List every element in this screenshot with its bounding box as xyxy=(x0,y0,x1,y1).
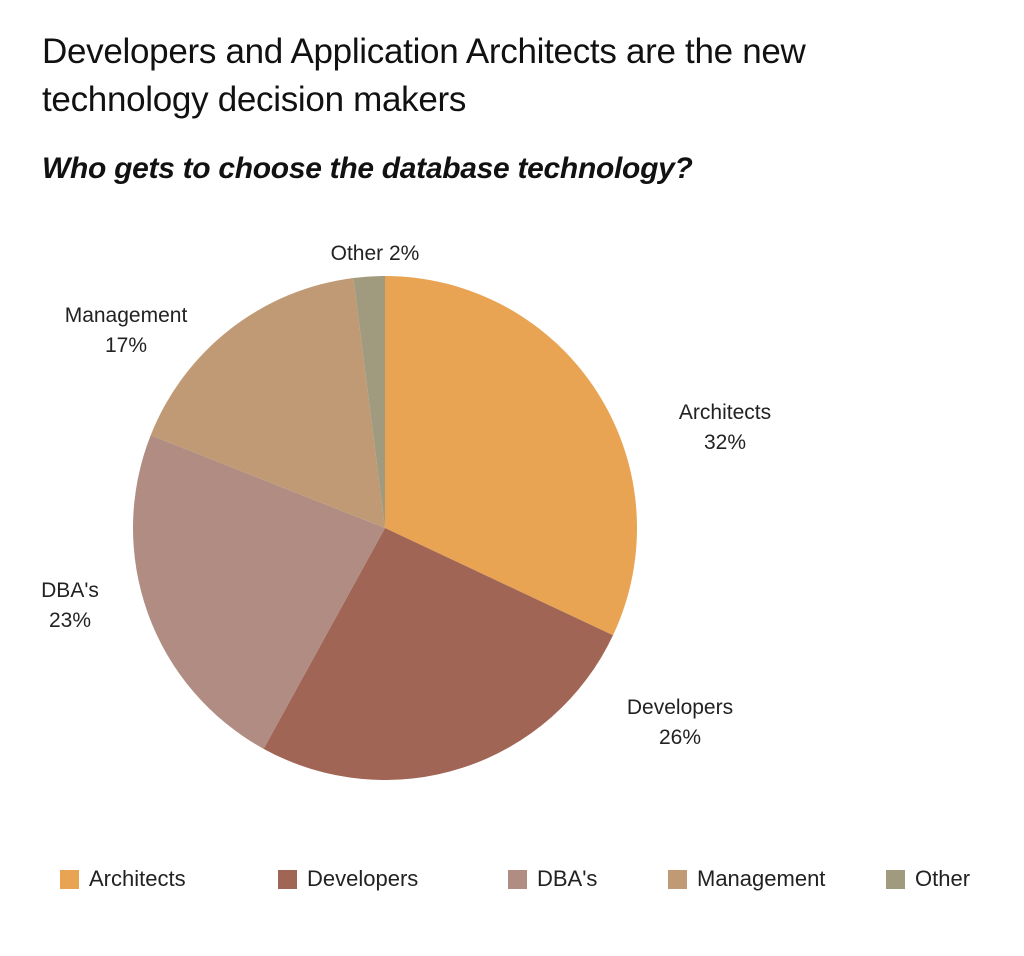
slice-value: 26% xyxy=(658,726,702,749)
slice-value: 23% xyxy=(48,609,92,632)
pie-slice-management xyxy=(150,277,385,528)
legend-label: DBA's xyxy=(537,866,598,891)
legend-label: Management xyxy=(697,866,826,891)
label-architects: Architects 32% xyxy=(650,398,800,458)
slice-value: 32% xyxy=(703,431,747,454)
pie-slice-developers xyxy=(263,528,614,781)
legend-label: Other xyxy=(915,866,971,891)
chart-subtitle: Who gets to choose the database technolo… xyxy=(42,152,693,185)
slice-label: DBA's xyxy=(41,579,99,602)
legend-swatch xyxy=(278,869,297,889)
pie-slice-dbas xyxy=(132,435,385,749)
slice-label: Architects xyxy=(678,401,772,424)
slice-value: 17% xyxy=(104,334,148,357)
slice-label: Management xyxy=(64,304,188,327)
legend-swatch xyxy=(886,869,905,889)
legend-item-dbas: DBA's xyxy=(508,866,597,892)
label-management: Management 17% xyxy=(40,301,212,361)
pie-slice-architects xyxy=(385,276,637,636)
legend-item-architects: Architects xyxy=(60,866,186,892)
legend-item-management: Management xyxy=(668,866,825,892)
chart-title: Developers and Application Architects ar… xyxy=(42,32,806,119)
legend-swatch xyxy=(508,869,527,889)
slice-label: Other xyxy=(330,242,384,265)
slice-label: Developers xyxy=(626,696,734,719)
legend-label: Architects xyxy=(89,866,186,891)
label-other: Other 2% xyxy=(310,239,440,269)
legend-item-developers: Developers xyxy=(278,866,418,892)
legend: Architects Developers DBA's Management O… xyxy=(0,866,1024,896)
legend-item-other: Other xyxy=(886,866,970,892)
label-developers: Developers 26% xyxy=(600,693,760,753)
legend-label: Developers xyxy=(307,866,419,891)
legend-swatch xyxy=(668,869,687,889)
pie-slice-other xyxy=(353,276,385,528)
label-dbas: DBA's 23% xyxy=(20,576,120,636)
legend-swatch xyxy=(60,869,79,889)
slice-value: 2% xyxy=(389,242,420,265)
